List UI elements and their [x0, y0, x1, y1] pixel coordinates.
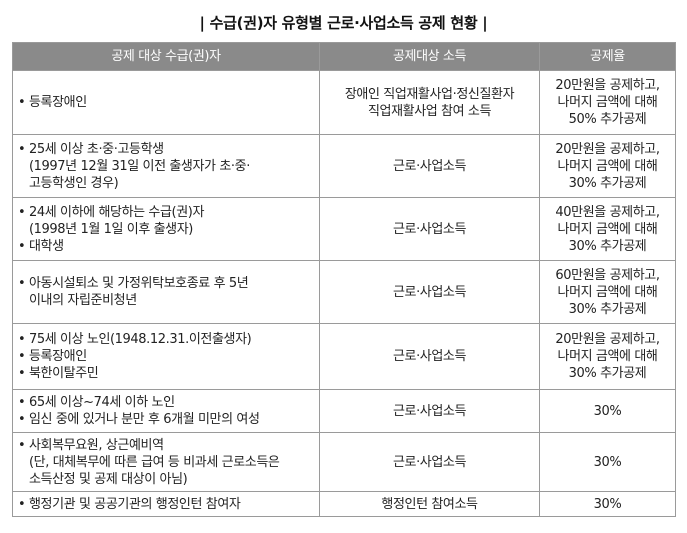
target-item: 북한이탈주민: [17, 365, 315, 382]
cell-income: 근로·사업소득: [319, 260, 540, 324]
target-item: 사회복무요원, 상근예비역 (단, 대체복무에 따른 급여 등 비과세 근로소득…: [17, 437, 315, 488]
table-header-row: 공제 대상 수급(권)자 공제대상 소득 공제율: [12, 42, 676, 71]
cell-target: 사회복무요원, 상근예비역 (단, 대체복무에 따른 급여 등 비과세 근로소득…: [12, 432, 320, 492]
target-item: 24세 이하에 해당하는 수급(권)자 (1998년 1월 1일 이후 출생자): [17, 204, 315, 238]
table-row: 등록장애인 장애인 직업재활사업·정신질환자 직업재활사업 참여 소득 20만원…: [12, 70, 676, 135]
table-row: 65세 이상~74세 이하 노인 임신 중에 있거나 분만 후 6개월 미만의 …: [12, 389, 676, 433]
target-item: 대학생: [17, 238, 315, 255]
cell-target: 65세 이상~74세 이하 노인 임신 중에 있거나 분만 후 6개월 미만의 …: [12, 389, 320, 433]
cell-income: 근로·사업소득: [319, 432, 540, 492]
target-item: 25세 이상 초·중·고등학생 (1997년 12월 31일 이전 출생자가 초…: [17, 141, 315, 192]
target-item: 임신 중에 있거나 분만 후 6개월 미만의 여성: [17, 411, 315, 428]
cell-target: 25세 이상 초·중·고등학생 (1997년 12월 31일 이전 출생자가 초…: [12, 134, 320, 198]
cell-rate: 40만원을 공제하고, 나머지 금액에 대해 30% 추가공제: [539, 197, 676, 261]
target-item: 행정기관 및 공공기관의 행정인턴 참여자: [17, 496, 315, 513]
cell-rate: 20만원을 공제하고, 나머지 금액에 대해 30% 추가공제: [539, 134, 676, 198]
cell-target: 등록장애인: [12, 70, 320, 135]
cell-income: 근로·사업소득: [319, 323, 540, 390]
cell-rate: 30%: [539, 432, 676, 492]
target-item: 등록장애인: [17, 94, 315, 111]
cell-rate: 20만원을 공제하고, 나머지 금액에 대해 30% 추가공제: [539, 323, 676, 390]
cell-rate: 30%: [539, 491, 676, 517]
cell-target: 아동시설퇴소 및 가정위탁보호종료 후 5년 이내의 자립준비청년: [12, 260, 320, 324]
header-income: 공제대상 소득: [319, 42, 540, 71]
cell-rate: 30%: [539, 389, 676, 433]
header-rate: 공제율: [539, 42, 676, 71]
table-row: 아동시설퇴소 및 가정위탁보호종료 후 5년 이내의 자립준비청년 근로·사업소…: [12, 260, 676, 324]
cell-income: 근로·사업소득: [319, 197, 540, 261]
target-item: 등록장애인: [17, 348, 315, 365]
target-item: 75세 이상 노인(1948.12.31.이전출생자): [17, 331, 315, 348]
cell-target: 24세 이하에 해당하는 수급(권)자 (1998년 1월 1일 이후 출생자)…: [12, 197, 320, 261]
table-row: 75세 이상 노인(1948.12.31.이전출생자) 등록장애인 북한이탈주민…: [12, 323, 676, 390]
cell-target: 행정기관 및 공공기관의 행정인턴 참여자: [12, 491, 320, 517]
cell-rate: 60만원을 공제하고, 나머지 금액에 대해 30% 추가공제: [539, 260, 676, 324]
cell-rate: 20만원을 공제하고, 나머지 금액에 대해 50% 추가공제: [539, 70, 676, 135]
cell-income: 근로·사업소득: [319, 134, 540, 198]
header-target: 공제 대상 수급(권)자: [12, 42, 320, 71]
cell-income: 근로·사업소득: [319, 389, 540, 433]
table-row: 24세 이하에 해당하는 수급(권)자 (1998년 1월 1일 이후 출생자)…: [12, 197, 676, 261]
cell-income: 장애인 직업재활사업·정신질환자 직업재활사업 참여 소득: [319, 70, 540, 135]
target-item: 65세 이상~74세 이하 노인: [17, 394, 315, 411]
table-row: 행정기관 및 공공기관의 행정인턴 참여자 행정인턴 참여소득 30%: [12, 491, 676, 517]
target-item: 아동시설퇴소 및 가정위탁보호종료 후 5년 이내의 자립준비청년: [17, 275, 315, 309]
deduction-table: 공제 대상 수급(권)자 공제대상 소득 공제율 등록장애인 장애인 직업재활사…: [12, 42, 676, 517]
cell-target: 75세 이상 노인(1948.12.31.이전출생자) 등록장애인 북한이탈주민: [12, 323, 320, 390]
cell-income: 행정인턴 참여소득: [319, 491, 540, 517]
table-row: 사회복무요원, 상근예비역 (단, 대체복무에 따른 급여 등 비과세 근로소득…: [12, 432, 676, 492]
table-row: 25세 이상 초·중·고등학생 (1997년 12월 31일 이전 출생자가 초…: [12, 134, 676, 198]
page-title: | 수급(권)자 유형별 근로·사업소득 공제 현황 |: [199, 14, 488, 32]
